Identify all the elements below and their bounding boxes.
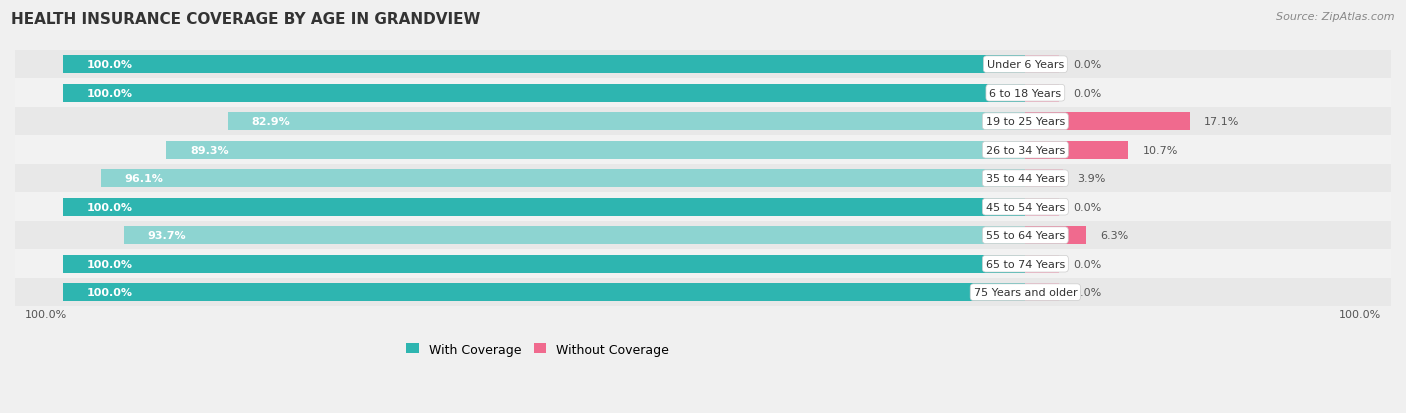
Bar: [1025, 284, 1059, 301]
Bar: [228, 113, 1025, 131]
Text: 100.0%: 100.0%: [25, 309, 67, 319]
Text: HEALTH INSURANCE COVERAGE BY AGE IN GRANDVIEW: HEALTH INSURANCE COVERAGE BY AGE IN GRAN…: [11, 12, 481, 27]
Text: 65 to 74 Years: 65 to 74 Years: [986, 259, 1064, 269]
Text: 100.0%: 100.0%: [87, 60, 134, 70]
Bar: [63, 198, 1025, 216]
Text: 0.0%: 0.0%: [1073, 259, 1102, 269]
Bar: [63, 284, 1025, 301]
Text: 19 to 25 Years: 19 to 25 Years: [986, 117, 1064, 127]
Bar: [15, 250, 1406, 278]
Bar: [63, 85, 1025, 102]
Text: 93.7%: 93.7%: [148, 230, 187, 241]
Bar: [101, 170, 1025, 188]
Bar: [15, 108, 1406, 136]
Text: 26 to 34 Years: 26 to 34 Years: [986, 145, 1064, 155]
Text: 6.3%: 6.3%: [1101, 230, 1129, 241]
Legend: With Coverage, Without Coverage: With Coverage, Without Coverage: [402, 338, 675, 361]
Text: 55 to 64 Years: 55 to 64 Years: [986, 230, 1064, 241]
Text: 0.0%: 0.0%: [1073, 60, 1102, 70]
Bar: [1025, 142, 1128, 159]
Bar: [15, 193, 1406, 221]
Bar: [1025, 198, 1059, 216]
Text: Under 6 Years: Under 6 Years: [987, 60, 1064, 70]
Text: 0.0%: 0.0%: [1073, 88, 1102, 98]
Text: Source: ZipAtlas.com: Source: ZipAtlas.com: [1277, 12, 1395, 22]
Bar: [15, 164, 1406, 193]
Bar: [1025, 56, 1059, 74]
Text: 96.1%: 96.1%: [125, 174, 163, 184]
Text: 0.0%: 0.0%: [1073, 287, 1102, 297]
Text: 75 Years and older: 75 Years and older: [973, 287, 1077, 297]
Bar: [15, 51, 1406, 79]
Text: 100.0%: 100.0%: [87, 287, 134, 297]
Bar: [1025, 227, 1085, 244]
Bar: [63, 56, 1025, 74]
Text: 6 to 18 Years: 6 to 18 Years: [990, 88, 1062, 98]
Text: 100.0%: 100.0%: [1339, 309, 1381, 319]
Text: 100.0%: 100.0%: [87, 259, 134, 269]
Bar: [166, 142, 1025, 159]
Bar: [1025, 170, 1063, 188]
Text: 45 to 54 Years: 45 to 54 Years: [986, 202, 1064, 212]
Bar: [63, 255, 1025, 273]
Bar: [15, 278, 1406, 307]
Text: 100.0%: 100.0%: [87, 88, 134, 98]
Bar: [1025, 113, 1189, 131]
Text: 3.9%: 3.9%: [1077, 174, 1105, 184]
Text: 82.9%: 82.9%: [252, 117, 291, 127]
Text: 10.7%: 10.7%: [1143, 145, 1178, 155]
Text: 0.0%: 0.0%: [1073, 202, 1102, 212]
Text: 17.1%: 17.1%: [1205, 117, 1240, 127]
Text: 100.0%: 100.0%: [87, 202, 134, 212]
Bar: [15, 221, 1406, 250]
Bar: [124, 227, 1025, 244]
Text: 35 to 44 Years: 35 to 44 Years: [986, 174, 1064, 184]
Text: 89.3%: 89.3%: [190, 145, 229, 155]
Bar: [15, 79, 1406, 108]
Bar: [1025, 255, 1059, 273]
Bar: [1025, 85, 1059, 102]
Bar: [15, 136, 1406, 164]
